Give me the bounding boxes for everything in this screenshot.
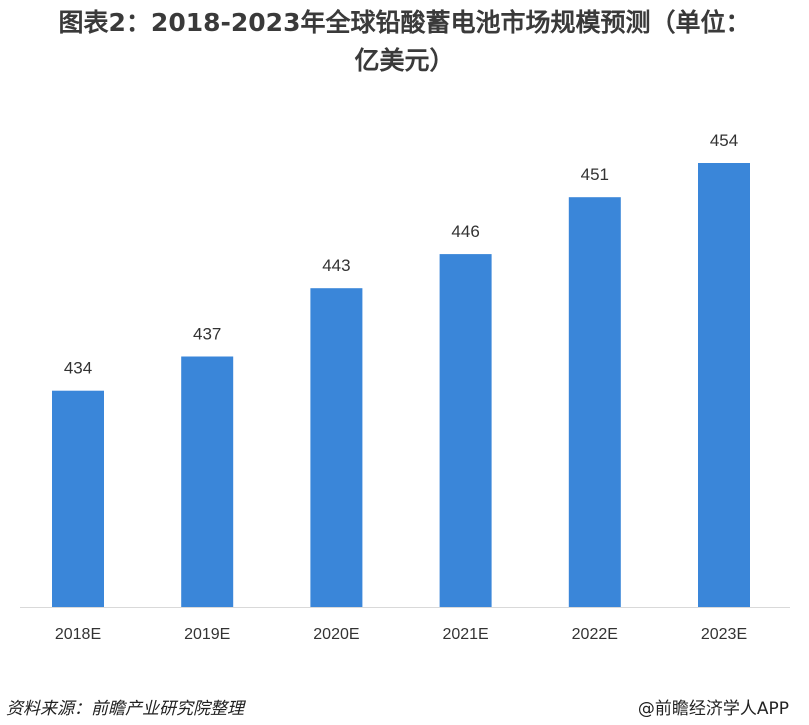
data-label-2021E: 446 — [451, 222, 479, 241]
x-tick-label-2018E: 2018E — [55, 626, 101, 643]
bar-chart: 434 2018E 437 2019E 443 2020E 446 2021E 451 2022E… — [20, 131, 790, 643]
bar-2022E — [568, 197, 621, 607]
source-note: 资料来源：前瞻产业研究院整理 — [6, 699, 244, 719]
x-tick-label-2021E: 2021E — [442, 626, 488, 643]
bar-2023E — [698, 163, 750, 607]
bar-2021E — [439, 254, 492, 607]
x-tick-label-2019E: 2019E — [184, 626, 230, 643]
chart-title: 图表2：2018-2023年全球铅酸蓄电池市场规模预测（单位： 亿美元） — [0, 4, 809, 80]
chart-title-line-1: 图表2：2018-2023年全球铅酸蓄电池市场规模预测（单位： — [58, 8, 751, 37]
x-tick-label-2023E: 2023E — [701, 626, 747, 643]
data-label-2019E: 437 — [193, 325, 221, 344]
data-label-2022E: 451 — [581, 165, 609, 184]
bar-2018E — [52, 390, 104, 607]
brand-watermark: @前瞻经济学人APP — [637, 699, 789, 719]
chart-title-line-2: 亿美元） — [354, 46, 455, 75]
data-label-2018E: 434 — [64, 359, 92, 378]
x-tick-label-2022E: 2022E — [572, 626, 618, 643]
bar-2019E — [181, 356, 234, 607]
bar-2020E — [310, 288, 363, 607]
x-tick-label-2020E: 2020E — [313, 626, 359, 643]
data-label-2020E: 443 — [322, 256, 350, 275]
data-label-2023E: 454 — [710, 131, 738, 150]
